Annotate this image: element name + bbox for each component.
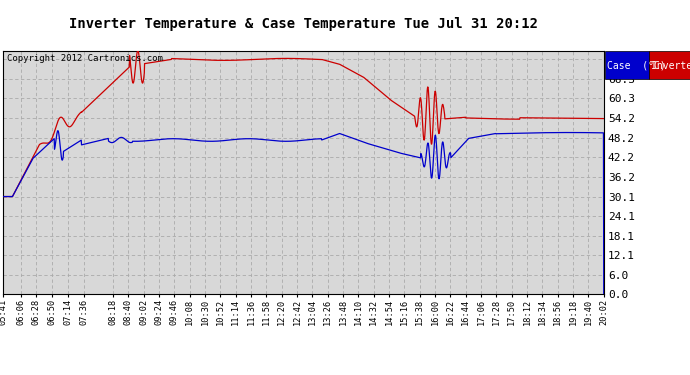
Text: Copyright 2012 Cartronics.com: Copyright 2012 Cartronics.com	[7, 54, 163, 63]
Text: Case  (°C): Case (°C)	[607, 60, 665, 70]
Text: Inverter  (°C): Inverter (°C)	[651, 60, 690, 70]
Text: Inverter Temperature & Case Temperature Tue Jul 31 20:12: Inverter Temperature & Case Temperature …	[69, 17, 538, 31]
